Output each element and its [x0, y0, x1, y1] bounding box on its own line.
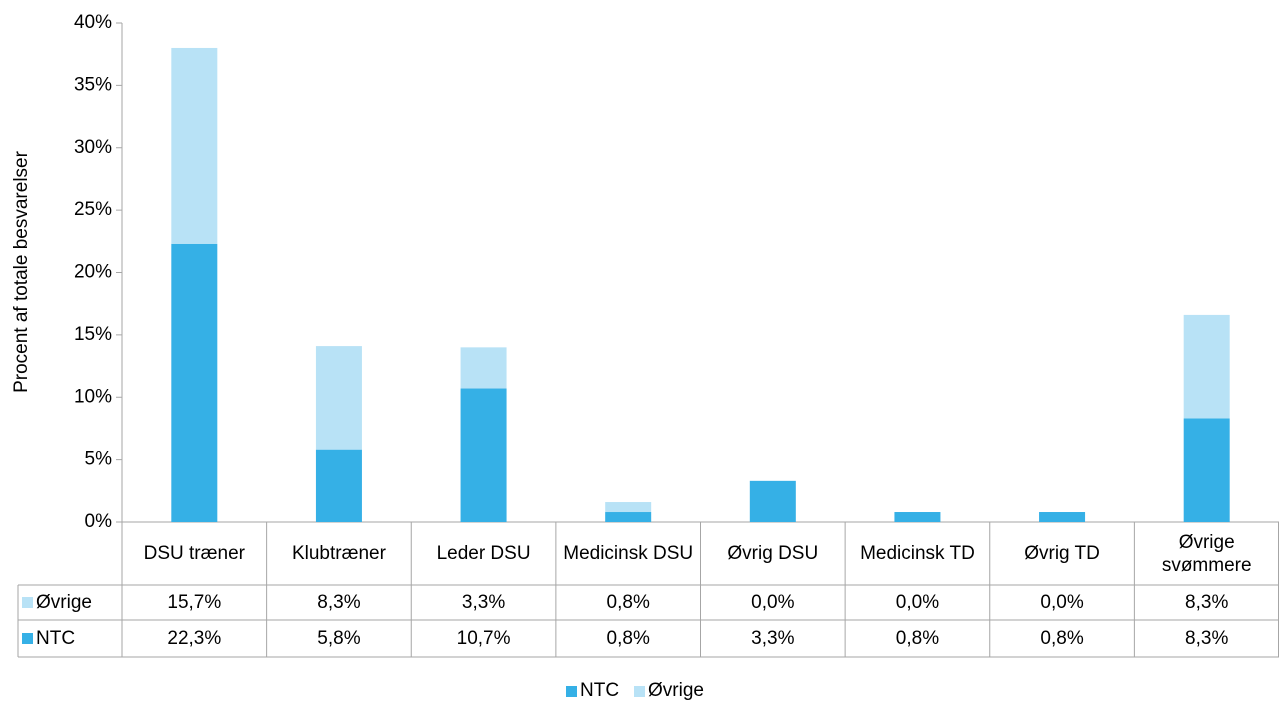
bar-segment: [171, 47, 218, 244]
bar-segment: [171, 243, 218, 522]
bar-segment: [605, 502, 652, 513]
x-tick-label: Leder DSU: [436, 543, 531, 564]
legend-item: Øvrige: [634, 679, 704, 701]
table-value: 8,3%: [317, 592, 361, 613]
table-value: 3,3%: [461, 592, 506, 613]
table-value: 3,3%: [751, 628, 795, 649]
x-tick-label: Klubtræner: [291, 543, 386, 564]
x-tick-label: Øvrig TD: [1024, 543, 1100, 564]
x-tick-label: Medicinsk TD: [860, 543, 975, 564]
table-value: 0,8%: [606, 628, 650, 649]
y-tick-label: 10%: [74, 386, 112, 407]
table-value: 10,7%: [456, 628, 511, 649]
legend-item: NTC: [566, 679, 619, 701]
table-value: 22,3%: [167, 628, 222, 649]
table-value: 0,8%: [1040, 628, 1084, 649]
table-value: 15,7%: [167, 592, 222, 613]
bar-segment: [1039, 512, 1086, 522]
table-value: 8,3%: [1185, 592, 1229, 613]
table-value: 5,8%: [317, 628, 361, 649]
y-tick-label: 5%: [85, 449, 113, 470]
legend-swatch: [566, 685, 577, 697]
y-axis-label: Procent af totale besvarelser: [11, 150, 32, 393]
bar-segment: [1183, 418, 1230, 522]
x-tick-label: Øvrige svømmere: [1161, 531, 1252, 576]
row-name: NTC: [36, 627, 76, 649]
y-tick-label: 15%: [74, 324, 112, 345]
y-tick-label: 40%: [74, 12, 112, 33]
bar-segment: [605, 512, 652, 522]
y-tick-label: 30%: [74, 137, 112, 158]
x-tick-label: Øvrig DSU: [727, 543, 819, 564]
legend-swatch: [22, 633, 33, 644]
bar-segment: [1183, 314, 1230, 419]
table-row-label: Øvrige: [18, 585, 122, 620]
table-value: 0,0%: [751, 592, 795, 613]
y-tick-label: 0%: [85, 511, 113, 532]
table-row-label: NTC: [18, 620, 122, 657]
x-tick-label: DSU træner: [143, 543, 245, 564]
legend-label: NTC: [580, 680, 620, 701]
bar-segment: [894, 512, 941, 522]
table-value: 0,0%: [1040, 592, 1084, 613]
bar-segment: [315, 449, 362, 522]
table-value: 0,8%: [606, 592, 650, 613]
table-value: 8,3%: [1185, 628, 1229, 649]
bar-segment: [460, 388, 507, 522]
table-value: 0,0%: [895, 592, 940, 613]
bar-segment: [460, 347, 507, 389]
row-name: Øvrige: [36, 591, 92, 613]
bar-segment: [315, 346, 362, 450]
y-tick-label: 25%: [74, 199, 112, 220]
y-tick-label: 35%: [74, 74, 112, 95]
table-value: 0,8%: [895, 628, 940, 649]
legend-swatch: [634, 685, 645, 697]
bar-segment: [749, 480, 796, 522]
legend-label: Øvrige: [648, 680, 704, 701]
x-tick-label: Medicinsk DSU: [563, 543, 694, 564]
y-tick-label: 20%: [74, 262, 112, 283]
legend-swatch: [22, 597, 33, 608]
